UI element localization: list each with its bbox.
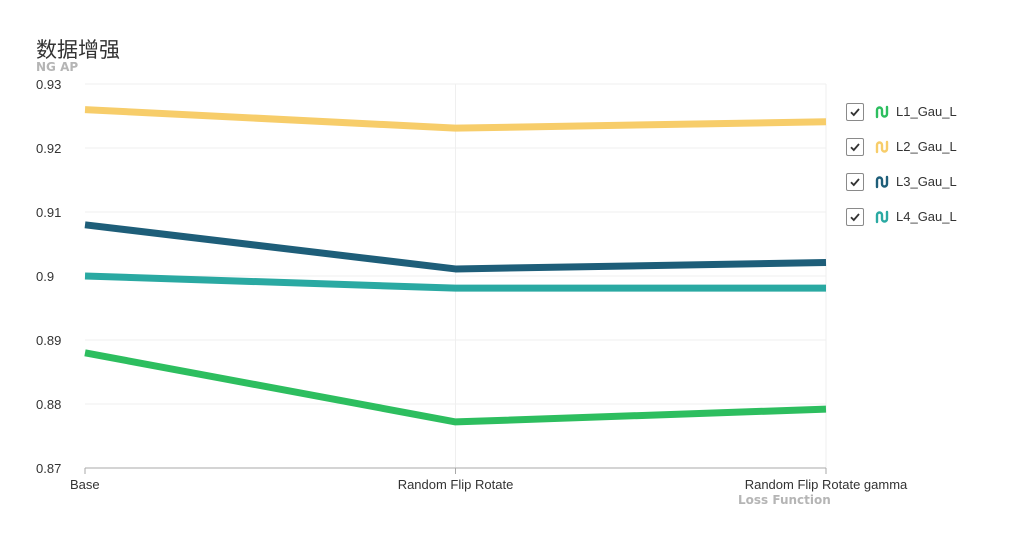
legend-item-L2_Gau_L[interactable]: L2_Gau_L xyxy=(846,129,957,164)
x-tick-label: Random Flip Rotate gamma xyxy=(745,477,908,492)
legend-checkbox[interactable] xyxy=(846,137,864,156)
legend-item-L4_Gau_L[interactable]: L4_Gau_L xyxy=(846,199,957,234)
legend-label: L4_Gau_L xyxy=(896,209,957,224)
line-series-icon xyxy=(875,140,889,153)
check-icon xyxy=(850,212,860,221)
check-icon xyxy=(850,177,860,186)
line-series-icon xyxy=(875,105,889,118)
y-tick-label: 0.88 xyxy=(36,397,61,412)
legend-label: L2_Gau_L xyxy=(896,139,957,154)
legend-item-L3_Gau_L[interactable]: L3_Gau_L xyxy=(846,164,957,199)
legend-checkbox[interactable] xyxy=(846,207,864,226)
legend-label: L1_Gau_L xyxy=(896,104,957,119)
chart-title: 数据增强 xyxy=(36,38,120,62)
legend-item-L1_Gau_L[interactable]: L1_Gau_L xyxy=(846,94,957,129)
y-tick-label: 0.87 xyxy=(36,461,61,476)
series-line-L2_Gau_L[interactable] xyxy=(84,106,827,132)
y-tick-label: 0.89 xyxy=(36,333,61,348)
series-line-L1_Gau_L[interactable] xyxy=(84,349,827,426)
check-icon xyxy=(850,142,860,151)
legend: L1_Gau_L L2_Gau_L L3_Gau_L L4_Gau_L xyxy=(846,94,957,234)
y-tick-label: 0.91 xyxy=(36,205,61,220)
legend-label: L3_Gau_L xyxy=(896,174,957,189)
check-icon xyxy=(850,107,860,116)
x-tick-label: Base xyxy=(70,477,100,492)
y-axis-label: NG AP xyxy=(36,60,79,74)
series-line-L4_Gau_L[interactable] xyxy=(84,272,826,292)
legend-checkbox[interactable] xyxy=(846,172,864,191)
series-line-L3_Gau_L[interactable] xyxy=(84,221,827,273)
x-axis-label: Loss Function xyxy=(738,493,831,507)
line-series-icon xyxy=(875,175,889,188)
legend-checkbox[interactable] xyxy=(846,102,864,121)
y-tick-label: 0.92 xyxy=(36,141,61,156)
y-tick-label: 0.93 xyxy=(36,77,61,92)
line-series-icon xyxy=(875,210,889,223)
x-tick-label: Random Flip Rotate xyxy=(398,477,514,492)
y-tick-label: 0.9 xyxy=(36,269,54,284)
